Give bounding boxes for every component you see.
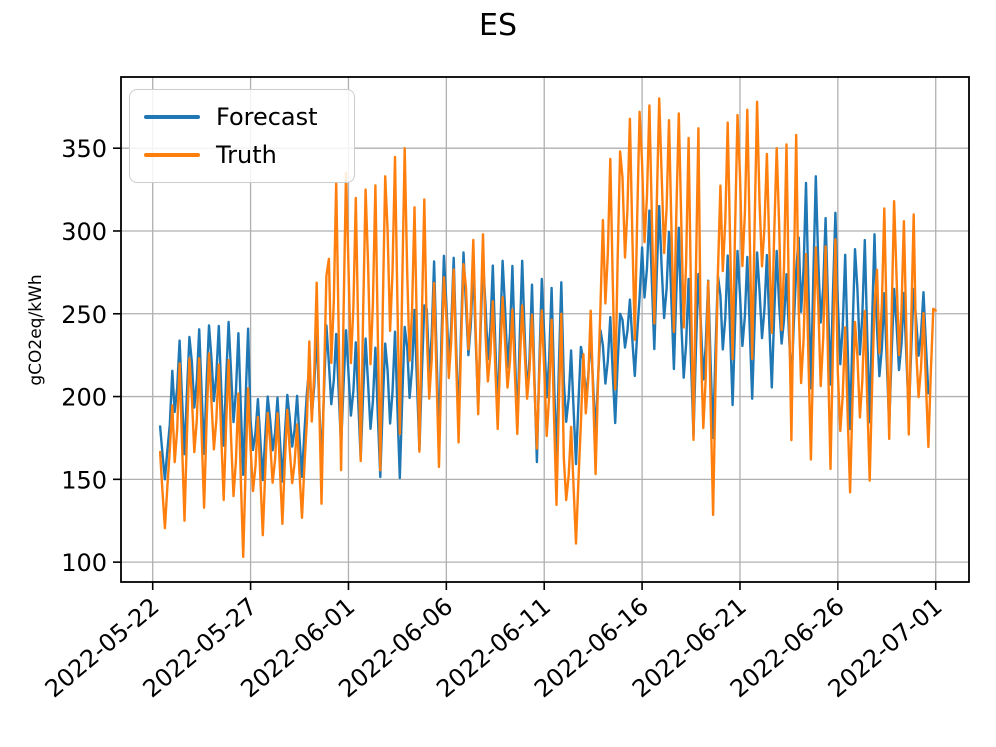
y-tick-label: 100 (61, 549, 107, 577)
legend-label-truth: Truth (216, 141, 277, 169)
y-tick-label: 300 (61, 218, 107, 246)
y-tick-label: 350 (61, 135, 107, 163)
legend-item-forecast: Forecast (144, 98, 340, 136)
chart-title: ES (479, 8, 517, 43)
truth-line (158, 97, 937, 559)
legend: Forecast Truth (129, 89, 355, 183)
forecast-line (158, 175, 930, 483)
forecast-line-swatch (144, 115, 200, 119)
legend-label-forecast: Forecast (216, 103, 318, 131)
truth-line-swatch (144, 153, 200, 157)
legend-item-truth: Truth (144, 136, 340, 174)
y-tick-label: 150 (61, 466, 107, 494)
y-tick-label: 250 (61, 301, 107, 329)
y-tick-label: 200 (61, 384, 107, 412)
